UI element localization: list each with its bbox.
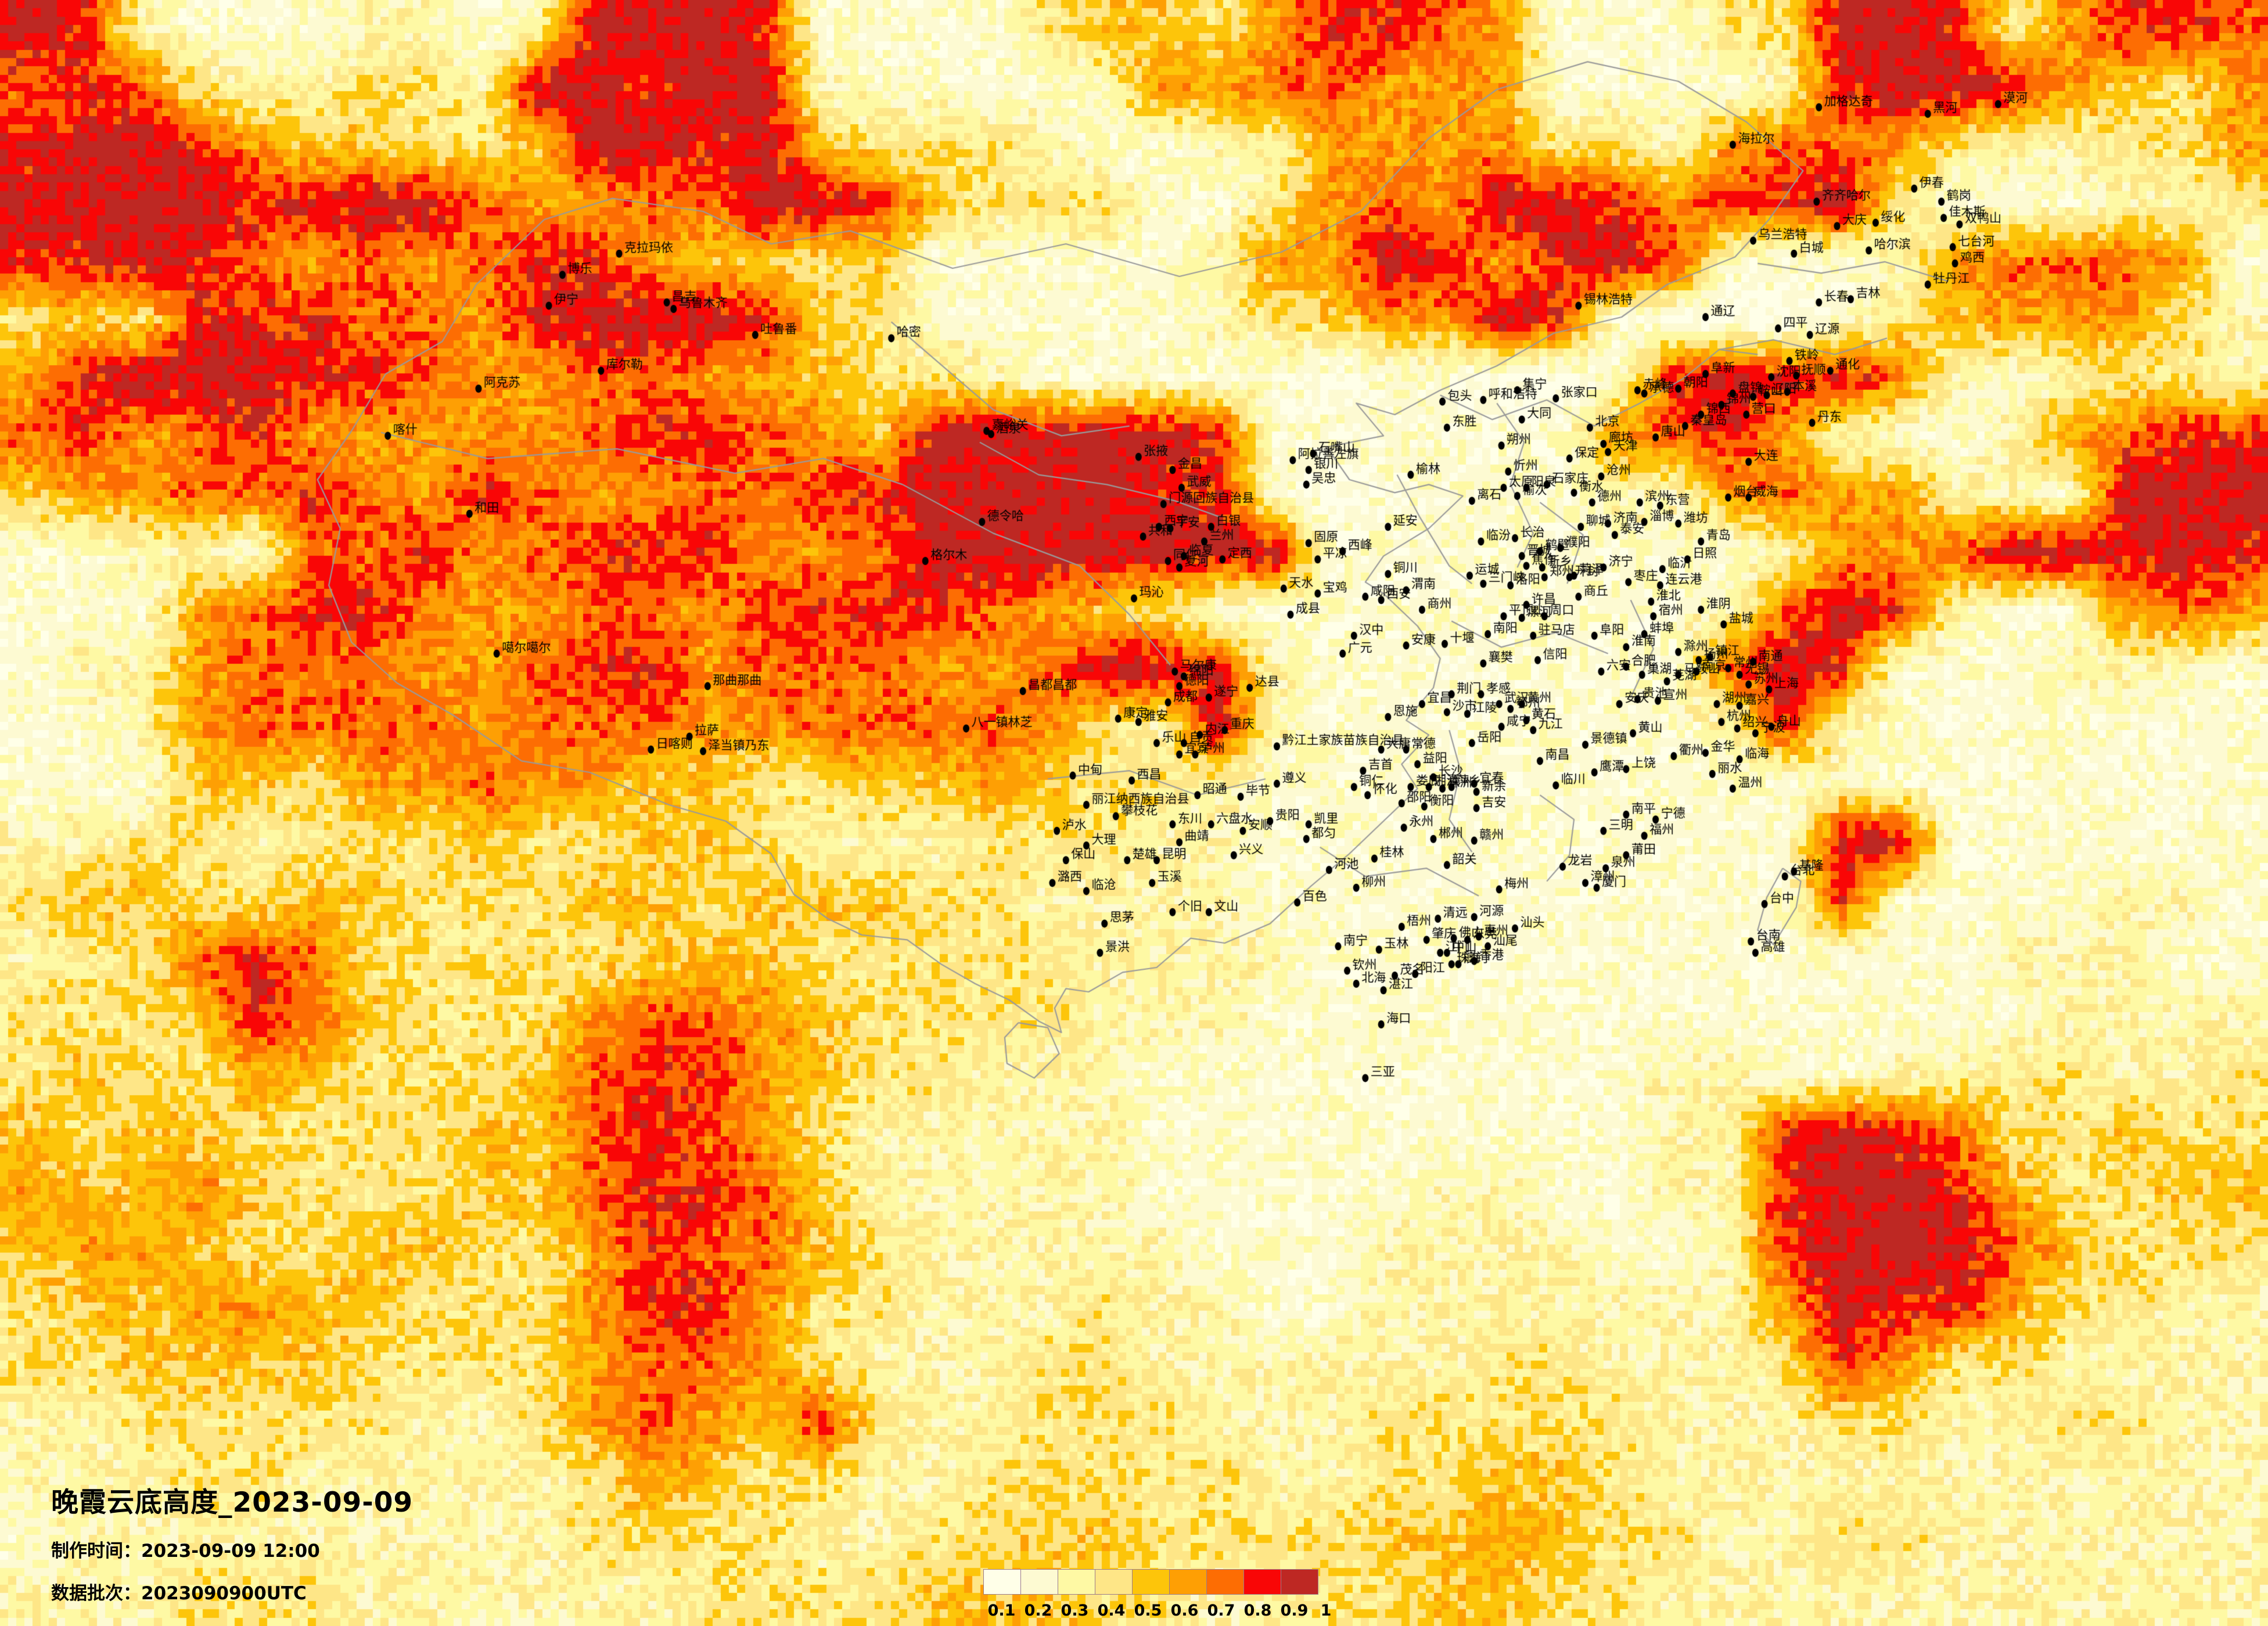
legend-value-label: 1 [1320, 1602, 1332, 1620]
legend-value-label: 0.2 [1024, 1602, 1052, 1620]
color-legend: 0.1 0.2 0.3 0.4 0.5 0.6 0.7 0.8 0.9 1 [983, 1569, 1339, 1620]
legend-swatch [1169, 1569, 1207, 1595]
legend-swatch [1095, 1569, 1133, 1595]
legend-swatch [1281, 1569, 1318, 1595]
legend-label-row: 0.1 0.2 0.3 0.4 0.5 0.6 0.7 0.8 0.9 1 [983, 1602, 1339, 1620]
legend-value-label: 0.4 [1097, 1602, 1126, 1620]
legend-value-label: 0.5 [1134, 1602, 1162, 1620]
data-batch-value: 2023090900UTC [141, 1583, 307, 1604]
legend-value-label: 0.8 [1243, 1602, 1272, 1620]
legend-swatch [1058, 1569, 1095, 1595]
production-time-value: 2023-09-09 12:00 [141, 1541, 320, 1562]
data-batch-label: 数据批次： [51, 1583, 141, 1604]
legend-swatch-row [983, 1569, 1339, 1595]
legend-swatch [1020, 1569, 1058, 1595]
legend-swatch [1243, 1569, 1281, 1595]
map-title: 晚霞云底高度_2023-09-09 [51, 1487, 414, 1519]
title-block: 晚霞云底高度_2023-09-09 制作时间：2023-09-09 12:00 … [51, 1480, 413, 1605]
production-time-line: 制作时间：2023-09-09 12:00 [51, 1536, 413, 1562]
legend-swatch [983, 1569, 1021, 1595]
legend-value-label: 0.6 [1170, 1602, 1199, 1620]
legend-value-label: 0.9 [1280, 1602, 1309, 1620]
legend-value-label: 0.7 [1207, 1602, 1235, 1620]
legend-swatch [1132, 1569, 1170, 1595]
legend-value-label: 0.3 [1061, 1602, 1089, 1620]
legend-value-label: 0.1 [987, 1602, 1016, 1620]
legend-swatch [1206, 1569, 1244, 1595]
production-time-label: 制作时间： [51, 1541, 141, 1562]
data-batch-line: 数据批次：2023090900UTC [51, 1578, 413, 1605]
